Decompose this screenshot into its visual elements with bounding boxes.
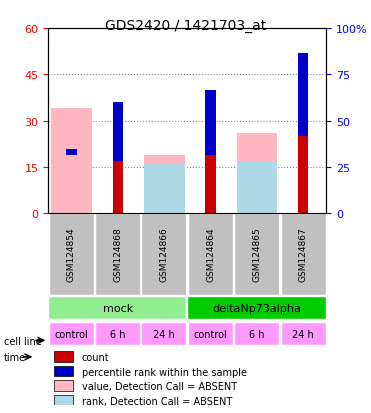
Text: GSM124866: GSM124866 xyxy=(160,227,169,282)
Bar xyxy=(237,161,278,214)
FancyBboxPatch shape xyxy=(95,322,140,346)
Text: 24 h: 24 h xyxy=(292,329,314,339)
FancyBboxPatch shape xyxy=(48,296,187,320)
Bar xyxy=(237,134,278,214)
Text: GSM124865: GSM124865 xyxy=(252,227,262,282)
FancyBboxPatch shape xyxy=(234,322,279,346)
FancyBboxPatch shape xyxy=(188,322,233,346)
Text: mock: mock xyxy=(103,303,133,313)
Text: GSM124864: GSM124864 xyxy=(206,227,215,282)
Text: GSM124867: GSM124867 xyxy=(299,227,308,282)
Text: GSM124854: GSM124854 xyxy=(67,227,76,282)
Bar xyxy=(298,66,308,214)
FancyBboxPatch shape xyxy=(95,214,141,295)
FancyBboxPatch shape xyxy=(141,214,187,295)
Bar xyxy=(54,380,73,391)
Text: control: control xyxy=(55,329,88,339)
Bar xyxy=(54,366,73,376)
FancyBboxPatch shape xyxy=(280,214,326,295)
Text: percentile rank within the sample: percentile rank within the sample xyxy=(82,367,247,377)
Text: 6 h: 6 h xyxy=(249,329,265,339)
Text: 24 h: 24 h xyxy=(153,329,175,339)
FancyBboxPatch shape xyxy=(188,214,233,295)
Text: control: control xyxy=(194,329,227,339)
Bar xyxy=(206,109,216,214)
Bar xyxy=(54,351,73,362)
Text: GSM124868: GSM124868 xyxy=(113,227,122,282)
Bar xyxy=(66,149,76,155)
Bar xyxy=(113,103,123,161)
Text: count: count xyxy=(82,352,109,362)
FancyBboxPatch shape xyxy=(49,214,94,295)
Bar xyxy=(144,155,185,214)
Bar xyxy=(298,54,308,137)
Bar xyxy=(54,395,73,405)
Text: rank, Detection Call = ABSENT: rank, Detection Call = ABSENT xyxy=(82,396,232,406)
Text: time: time xyxy=(4,352,26,362)
FancyBboxPatch shape xyxy=(49,322,94,346)
Text: value, Detection Call = ABSENT: value, Detection Call = ABSENT xyxy=(82,381,237,391)
Bar xyxy=(51,109,92,214)
FancyBboxPatch shape xyxy=(234,214,280,295)
Text: cell line: cell line xyxy=(4,336,42,346)
Text: 6 h: 6 h xyxy=(110,329,125,339)
Text: deltaNp73alpha: deltaNp73alpha xyxy=(213,303,301,313)
Bar xyxy=(113,128,123,214)
FancyBboxPatch shape xyxy=(187,296,326,320)
Bar xyxy=(206,90,216,155)
Text: GDS2420 / 1421703_at: GDS2420 / 1421703_at xyxy=(105,19,266,33)
FancyBboxPatch shape xyxy=(141,322,187,346)
Bar xyxy=(144,165,185,214)
FancyBboxPatch shape xyxy=(280,322,326,346)
